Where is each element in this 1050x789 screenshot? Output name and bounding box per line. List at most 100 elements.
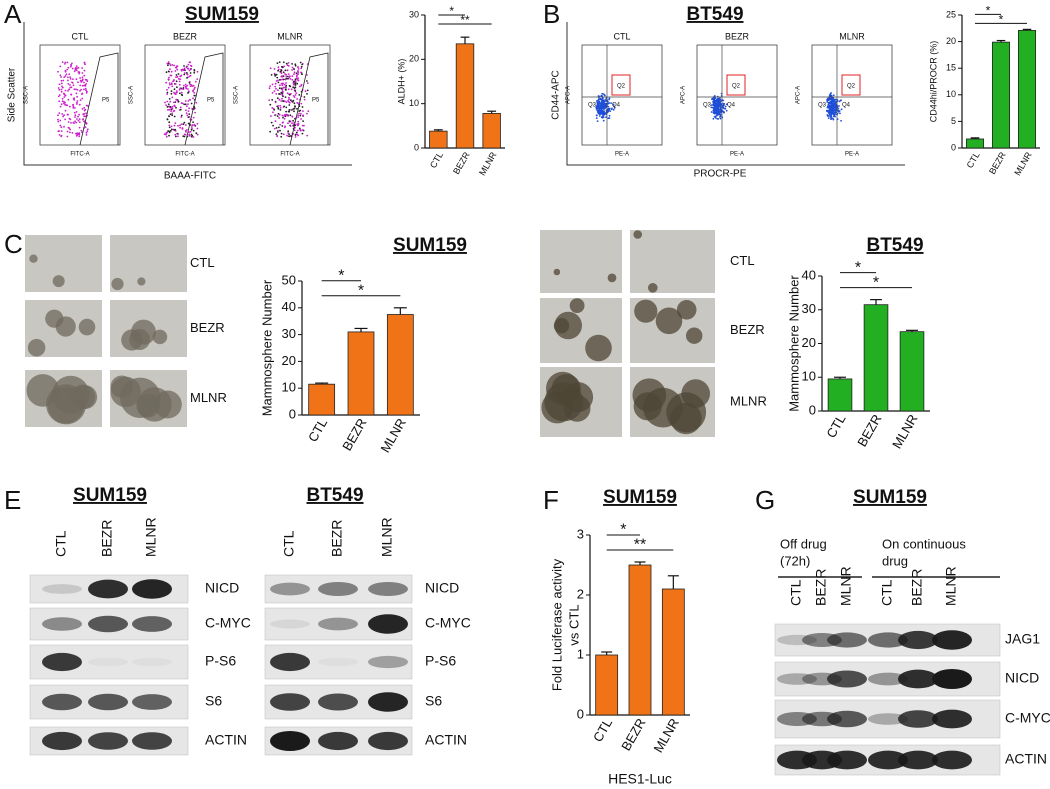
- band: [318, 657, 358, 667]
- protein-label: P-S6: [425, 653, 456, 669]
- cell-dot: [57, 70, 59, 73]
- cell-dot: [716, 99, 718, 102]
- cell-dot: [301, 129, 304, 131]
- cell-dot: [282, 95, 284, 98]
- cell-dot: [187, 63, 190, 66]
- cell-dot: [77, 132, 80, 135]
- cell-dot: [296, 124, 299, 127]
- cell-dot: [713, 106, 716, 109]
- cell-dot: [176, 75, 179, 78]
- cell-dot: [167, 103, 170, 106]
- cell-dot: [73, 99, 76, 101]
- cell-dot: [78, 103, 81, 106]
- cell-dot: [284, 78, 287, 81]
- cell-dot: [719, 117, 722, 120]
- cell-dot: [81, 76, 84, 79]
- lane-label: CTL: [788, 579, 804, 606]
- cell-dot: [79, 84, 82, 87]
- cell-dot: [291, 122, 293, 125]
- cell-dot: [275, 127, 278, 129]
- cell-dot: [289, 78, 292, 80]
- bar: [386, 314, 414, 416]
- cell-dot: [180, 102, 183, 104]
- sphere: [27, 338, 46, 357]
- cell-dot: [306, 89, 309, 92]
- cell-dot: [67, 66, 70, 69]
- cell-dot: [304, 90, 307, 93]
- y-axis-label: Mammosphere Number: [786, 275, 801, 412]
- cell-dot: [293, 68, 295, 71]
- axis-label: PROCR-PE: [694, 169, 747, 180]
- cell-dot: [183, 67, 186, 70]
- cell-dot: [179, 92, 181, 95]
- cell-dot: [295, 92, 298, 94]
- cell-dot: [275, 87, 277, 90]
- cell-dot: [195, 132, 198, 135]
- cell-dot: [274, 73, 276, 76]
- cell-dot: [828, 113, 831, 115]
- cell-dot: [180, 69, 183, 72]
- cell-dot: [269, 130, 272, 133]
- cell-dot: [179, 124, 181, 127]
- cell-dot: [840, 108, 843, 111]
- cell-dot: [83, 120, 85, 123]
- cell-dot: [277, 81, 280, 84]
- y-tick-label: 0: [951, 142, 956, 152]
- cell-dot: [278, 113, 281, 116]
- cell-dot: [277, 89, 279, 92]
- cell-dot: [294, 64, 297, 67]
- cell-dot: [190, 68, 192, 71]
- axis-label: BAAA-FITC: [164, 171, 216, 182]
- cell-dot: [286, 114, 289, 117]
- cell-dot: [80, 88, 82, 91]
- cell-dot: [278, 93, 280, 95]
- sphere: [569, 298, 585, 313]
- cell-dot: [723, 103, 726, 105]
- gate: [611, 74, 631, 96]
- y-tick-label: 5: [951, 116, 956, 126]
- sphere: [45, 309, 64, 328]
- cell-dot: [291, 115, 294, 118]
- y-tick-label: 20: [282, 353, 296, 368]
- cell-dot: [182, 87, 185, 89]
- cell-dot: [596, 114, 598, 117]
- cell-dot: [297, 71, 300, 74]
- cell-dot: [190, 128, 193, 131]
- cell-dot: [74, 116, 76, 118]
- cell-dot: [79, 99, 82, 101]
- cell-dot: [294, 82, 297, 85]
- row-label: CTL: [730, 253, 755, 268]
- cell-dot: [278, 126, 280, 129]
- cell-dot: [718, 104, 721, 107]
- chart-title: SUM159: [393, 235, 467, 256]
- cell-dot: [187, 90, 190, 92]
- cell-dot: [278, 61, 281, 63]
- cell-dot: [269, 103, 272, 106]
- protein-label: S6: [205, 693, 222, 709]
- cell-dot: [601, 110, 604, 112]
- cell-dot: [186, 114, 189, 117]
- cell-dot: [182, 135, 185, 138]
- cell-dot: [275, 93, 278, 95]
- cell-dot: [300, 67, 303, 70]
- cell-dot: [714, 112, 717, 115]
- cell-dot: [296, 129, 299, 132]
- cell-dot: [169, 74, 172, 77]
- cell-dot: [83, 88, 85, 91]
- y-axis-label: ALDH+ (%): [396, 59, 406, 105]
- cell-dot: [188, 131, 190, 134]
- cell-dot: [76, 103, 78, 105]
- lane-label: BEZR: [99, 520, 115, 557]
- protein-label: C-MYC: [1005, 710, 1050, 726]
- cell-dot: [85, 112, 87, 115]
- cell-dot: [83, 106, 86, 109]
- cell-dot: [83, 62, 86, 64]
- cell-dot: [282, 133, 285, 136]
- cell-dot: [301, 63, 304, 66]
- cell-dot: [270, 121, 273, 124]
- cell-dot: [281, 125, 284, 127]
- cell-dot: [75, 135, 78, 137]
- cell-dot: [61, 61, 64, 63]
- cell-dot: [712, 100, 714, 103]
- cell-dot: [600, 101, 603, 104]
